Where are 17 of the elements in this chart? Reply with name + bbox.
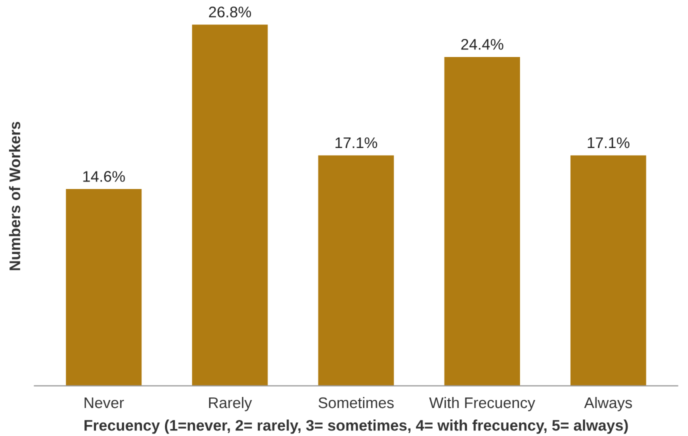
bar <box>66 189 142 386</box>
x-tick-label: Sometimes <box>318 396 394 408</box>
bar <box>318 155 394 386</box>
x-tick-label: Always <box>584 396 632 412</box>
bar <box>192 24 268 386</box>
x-tick-label: Rarely <box>209 396 252 412</box>
x-tick-label: With Frecuency <box>429 396 536 412</box>
bar <box>570 155 646 386</box>
data-label: 26.8% <box>209 6 252 18</box>
bar <box>444 56 520 386</box>
data-label: 17.1% <box>336 137 378 148</box>
data-label: 24.4% <box>461 38 504 50</box>
x-tick-label: Never <box>84 398 124 408</box>
x-axis-title: Frecuency (1=never, 2= rarely, 3= sometimes, 4= with frecuency, 5= always) <box>84 420 628 434</box>
data-label: 17.1% <box>588 137 630 148</box>
data-label: 14.6% <box>83 171 125 182</box>
y-axis-title: Numbers of Workers <box>9 122 20 270</box>
